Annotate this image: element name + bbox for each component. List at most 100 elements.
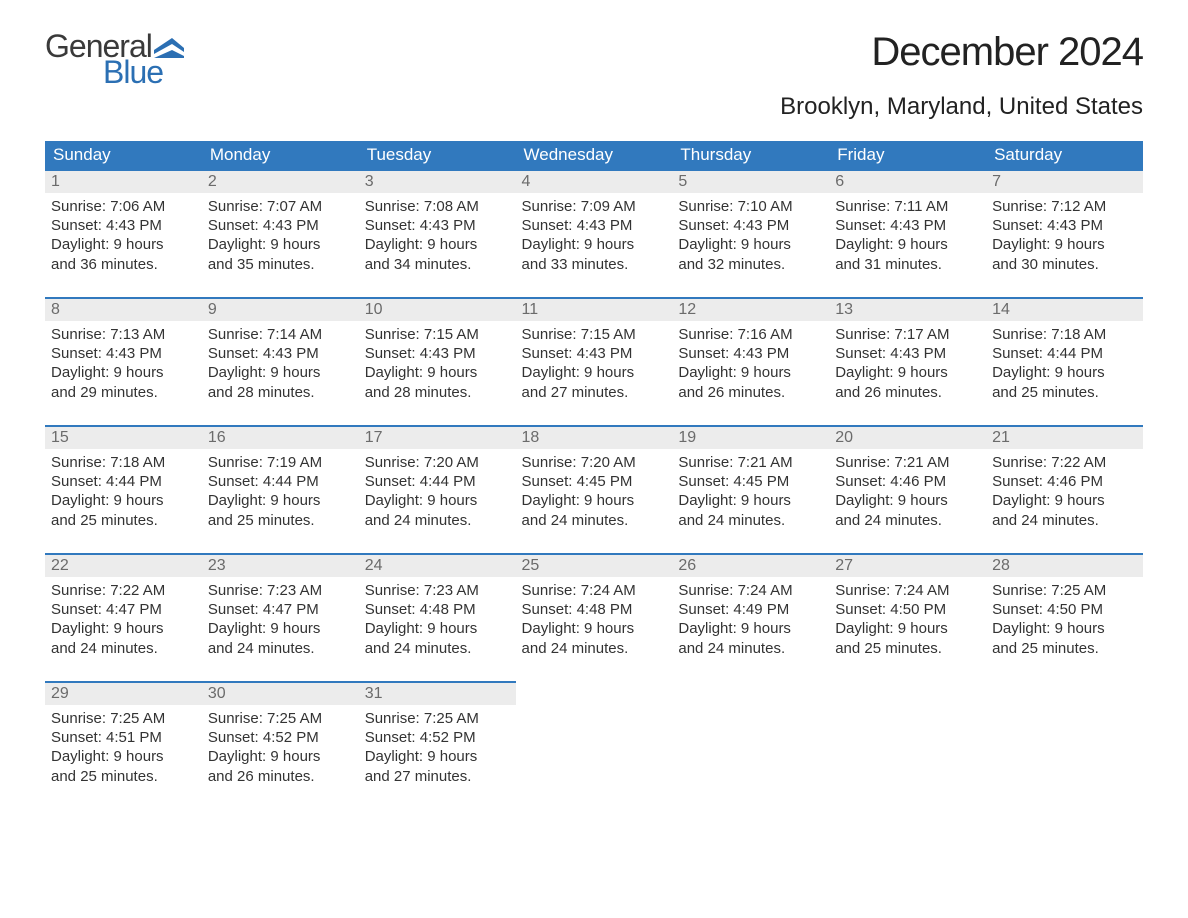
day-number: 1 [45, 169, 202, 193]
day-sunset: Sunset: 4:52 PM [208, 728, 353, 747]
day-sunrise: Sunrise: 7:17 AM [835, 325, 980, 344]
day-sunrise: Sunrise: 7:25 AM [208, 709, 353, 728]
day-details: Sunrise: 7:18 AMSunset: 4:44 PMDaylight:… [986, 321, 1143, 408]
day-sunrise: Sunrise: 7:15 AM [522, 325, 667, 344]
day-details: Sunrise: 7:10 AMSunset: 4:43 PMDaylight:… [672, 193, 829, 280]
day-sunset: Sunset: 4:49 PM [678, 600, 823, 619]
day-details: Sunrise: 7:06 AMSunset: 4:43 PMDaylight:… [45, 193, 202, 280]
day-dl1: Daylight: 9 hours [835, 619, 980, 638]
day-sunrise: Sunrise: 7:23 AM [365, 581, 510, 600]
calendar-day-cell [672, 681, 829, 809]
day-dl2: and 24 minutes. [522, 639, 667, 658]
day-dl2: and 27 minutes. [365, 767, 510, 786]
day-sunrise: Sunrise: 7:24 AM [678, 581, 823, 600]
day-sunset: Sunset: 4:43 PM [522, 216, 667, 235]
day-sunset: Sunset: 4:48 PM [365, 600, 510, 619]
day-dl1: Daylight: 9 hours [365, 619, 510, 638]
day-sunrise: Sunrise: 7:14 AM [208, 325, 353, 344]
day-dl1: Daylight: 9 hours [51, 363, 196, 382]
day-dl1: Daylight: 9 hours [522, 363, 667, 382]
day-dl1: Daylight: 9 hours [992, 235, 1137, 254]
day-dl1: Daylight: 9 hours [992, 363, 1137, 382]
calendar-day-cell: 22Sunrise: 7:22 AMSunset: 4:47 PMDayligh… [45, 553, 202, 681]
day-dl2: and 24 minutes. [365, 639, 510, 658]
day-details: Sunrise: 7:11 AMSunset: 4:43 PMDaylight:… [829, 193, 986, 280]
day-sunrise: Sunrise: 7:24 AM [835, 581, 980, 600]
day-details: Sunrise: 7:15 AMSunset: 4:43 PMDaylight:… [359, 321, 516, 408]
day-number: 4 [516, 169, 673, 193]
day-number: 12 [672, 297, 829, 321]
day-sunset: Sunset: 4:43 PM [51, 344, 196, 363]
day-dl2: and 25 minutes. [51, 511, 196, 530]
day-number: 9 [202, 297, 359, 321]
calendar-day-cell: 10Sunrise: 7:15 AMSunset: 4:43 PMDayligh… [359, 297, 516, 425]
calendar-day-cell: 21Sunrise: 7:22 AMSunset: 4:46 PMDayligh… [986, 425, 1143, 553]
day-sunrise: Sunrise: 7:06 AM [51, 197, 196, 216]
calendar-day-cell: 9Sunrise: 7:14 AMSunset: 4:43 PMDaylight… [202, 297, 359, 425]
calendar-day-cell: 23Sunrise: 7:23 AMSunset: 4:47 PMDayligh… [202, 553, 359, 681]
calendar-day-cell: 11 Sunrise: 7:15 AMSunset: 4:43 PMDayligh… [516, 297, 673, 425]
day-number: 3 [359, 169, 516, 193]
day-details: Sunrise: 7:21 AMSunset: 4:46 PMDaylight:… [829, 449, 986, 536]
day-sunrise: Sunrise: 7:18 AM [51, 453, 196, 472]
page-header: General Blue December 2024 Brooklyn, Mar… [45, 30, 1143, 121]
day-number: 21 [986, 425, 1143, 449]
day-dl1: Daylight: 9 hours [51, 747, 196, 766]
day-dl2: and 24 minutes. [992, 511, 1137, 530]
calendar-day-cell: 29Sunrise: 7:25 AMSunset: 4:51 PMDayligh… [45, 681, 202, 809]
day-sunset: Sunset: 4:50 PM [835, 600, 980, 619]
day-sunset: Sunset: 4:52 PM [365, 728, 510, 747]
day-dl1: Daylight: 9 hours [678, 491, 823, 510]
day-dl1: Daylight: 9 hours [208, 363, 353, 382]
day-dl1: Daylight: 9 hours [522, 235, 667, 254]
day-sunrise: Sunrise: 7:25 AM [51, 709, 196, 728]
day-dl1: Daylight: 9 hours [835, 363, 980, 382]
day-sunset: Sunset: 4:45 PM [678, 472, 823, 491]
day-number: 29 [45, 681, 202, 705]
day-sunset: Sunset: 4:44 PM [208, 472, 353, 491]
day-sunset: Sunset: 4:43 PM [992, 216, 1137, 235]
day-sunset: Sunset: 4:46 PM [835, 472, 980, 491]
logo-text-bottom: Blue [103, 56, 184, 88]
day-dl2: and 35 minutes. [208, 255, 353, 274]
day-sunrise: Sunrise: 7:19 AM [208, 453, 353, 472]
day-details: Sunrise: 7:19 AMSunset: 4:44 PMDaylight:… [202, 449, 359, 536]
day-number: 22 [45, 553, 202, 577]
day-dl1: Daylight: 9 hours [208, 235, 353, 254]
day-sunset: Sunset: 4:44 PM [51, 472, 196, 491]
day-dl1: Daylight: 9 hours [208, 491, 353, 510]
calendar-day-cell: 4Sunrise: 7:09 AMSunset: 4:43 PMDaylight… [516, 169, 673, 297]
calendar-day-cell: 17Sunrise: 7:20 AMSunset: 4:44 PMDayligh… [359, 425, 516, 553]
day-sunset: Sunset: 4:43 PM [208, 344, 353, 363]
day-sunset: Sunset: 4:43 PM [365, 344, 510, 363]
day-sunset: Sunset: 4:43 PM [678, 344, 823, 363]
day-sunset: Sunset: 4:50 PM [992, 600, 1137, 619]
day-number: 11 [516, 297, 673, 321]
day-name-header: Thursday [672, 141, 829, 169]
day-dl2: and 28 minutes. [365, 383, 510, 402]
day-details: Sunrise: 7:14 AMSunset: 4:43 PMDaylight:… [202, 321, 359, 408]
day-dl2: and 36 minutes. [51, 255, 196, 274]
day-number: 19 [672, 425, 829, 449]
day-sunrise: Sunrise: 7:21 AM [678, 453, 823, 472]
calendar-table: SundayMondayTuesdayWednesdayThursdayFrid… [45, 141, 1143, 809]
day-sunrise: Sunrise: 7:07 AM [208, 197, 353, 216]
day-sunrise: Sunrise: 7:20 AM [365, 453, 510, 472]
day-sunset: Sunset: 4:43 PM [522, 344, 667, 363]
day-dl1: Daylight: 9 hours [208, 619, 353, 638]
day-sunset: Sunset: 4:43 PM [51, 216, 196, 235]
day-dl2: and 26 minutes. [678, 383, 823, 402]
day-sunrise: Sunrise: 7:22 AM [992, 453, 1137, 472]
calendar-day-cell [986, 681, 1143, 809]
day-dl2: and 32 minutes. [678, 255, 823, 274]
calendar-day-cell: 20Sunrise: 7:21 AMSunset: 4:46 PMDayligh… [829, 425, 986, 553]
day-dl2: and 24 minutes. [678, 639, 823, 658]
day-sunrise: Sunrise: 7:24 AM [522, 581, 667, 600]
calendar-week-row: 29Sunrise: 7:25 AMSunset: 4:51 PMDayligh… [45, 681, 1143, 809]
day-name-header: Friday [829, 141, 986, 169]
day-dl2: and 31 minutes. [835, 255, 980, 274]
day-dl2: and 25 minutes. [208, 511, 353, 530]
day-dl1: Daylight: 9 hours [835, 491, 980, 510]
day-details: Sunrise: 7:25 AMSunset: 4:52 PMDaylight:… [202, 705, 359, 792]
day-details: Sunrise: 7:12 AMSunset: 4:43 PMDaylight:… [986, 193, 1143, 280]
